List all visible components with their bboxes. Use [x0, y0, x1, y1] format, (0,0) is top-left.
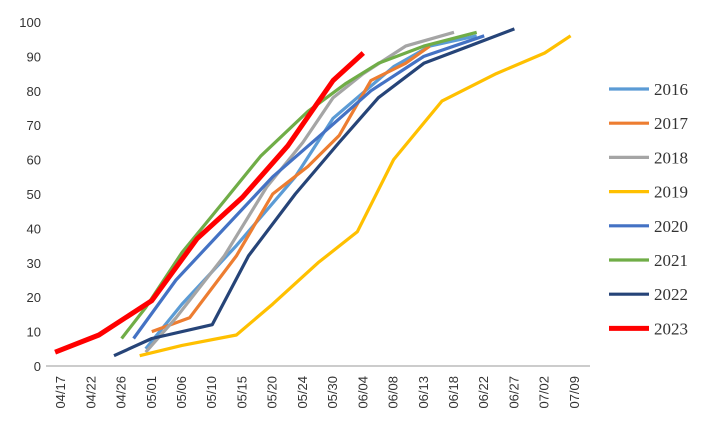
- series-line-2019: [139, 34, 572, 358]
- x-tick-label: 04/17: [53, 376, 68, 409]
- y-tick-label: 30: [27, 256, 41, 271]
- x-tick-label: 07/02: [537, 376, 552, 409]
- legend-label-2018: 2018: [654, 148, 688, 167]
- x-tick-label: 04/26: [114, 376, 129, 409]
- x-tick-label: 05/01: [144, 376, 159, 409]
- y-tick-label: 50: [27, 187, 41, 202]
- y-axis-tick-labels: 0 10 20 30 40 50 60 70 80 90 100: [19, 15, 41, 374]
- x-tick-label: 06/27: [506, 376, 521, 409]
- series-lines: [54, 27, 572, 358]
- x-tick-label: 05/24: [295, 376, 310, 409]
- legend-label-2019: 2019: [654, 183, 688, 202]
- y-tick-label: 10: [27, 325, 41, 340]
- x-tick-label: 05/30: [325, 376, 340, 409]
- series-line-2020: [132, 34, 485, 340]
- legend-label-2020: 2020: [654, 217, 688, 236]
- series-line-2023: [54, 51, 365, 355]
- legend-label-2016: 2016: [654, 80, 688, 99]
- series-line-2021: [120, 30, 478, 340]
- y-tick-label: 20: [27, 290, 41, 305]
- x-tick-label: 05/10: [204, 376, 219, 409]
- legend-label-2017: 2017: [654, 114, 689, 133]
- legend-label-2023: 2023: [654, 319, 688, 338]
- y-tick-label: 80: [27, 84, 41, 99]
- legend: 2016 2017 2018 2019 2020 2021 2022 2023: [609, 80, 689, 338]
- series-line-2017: [151, 44, 431, 334]
- y-tick-label: 60: [27, 153, 41, 168]
- y-tick-label: 70: [27, 118, 41, 133]
- y-tick-label: 100: [19, 15, 41, 30]
- legend-label-2021: 2021: [654, 251, 688, 270]
- x-tick-label: 06/13: [416, 376, 431, 409]
- x-tick-label: 06/08: [386, 376, 401, 409]
- y-tick-label: 40: [27, 221, 41, 236]
- x-tick-label: 06/04: [355, 376, 370, 409]
- legend-label-2022: 2022: [654, 285, 688, 304]
- x-tick-label: 06/22: [476, 376, 491, 409]
- x-tick-label: 05/06: [174, 376, 189, 409]
- x-tick-label: 04/22: [83, 376, 98, 409]
- y-tick-label: 90: [27, 49, 41, 64]
- x-tick-label: 05/15: [234, 376, 249, 409]
- x-axis-tick-labels: 04/17 04/22 04/26 05/01 05/06 05/10 05/15 05/20…: [53, 376, 582, 409]
- x-tick-label: 05/20: [265, 376, 280, 409]
- x-tick-label: 06/18: [446, 376, 461, 409]
- series-line-2018: [144, 30, 455, 354]
- series-line-2016: [144, 34, 478, 350]
- series-line-2022: [113, 27, 515, 358]
- y-tick-label: 0: [34, 359, 41, 374]
- x-tick-label: 07/09: [567, 376, 582, 409]
